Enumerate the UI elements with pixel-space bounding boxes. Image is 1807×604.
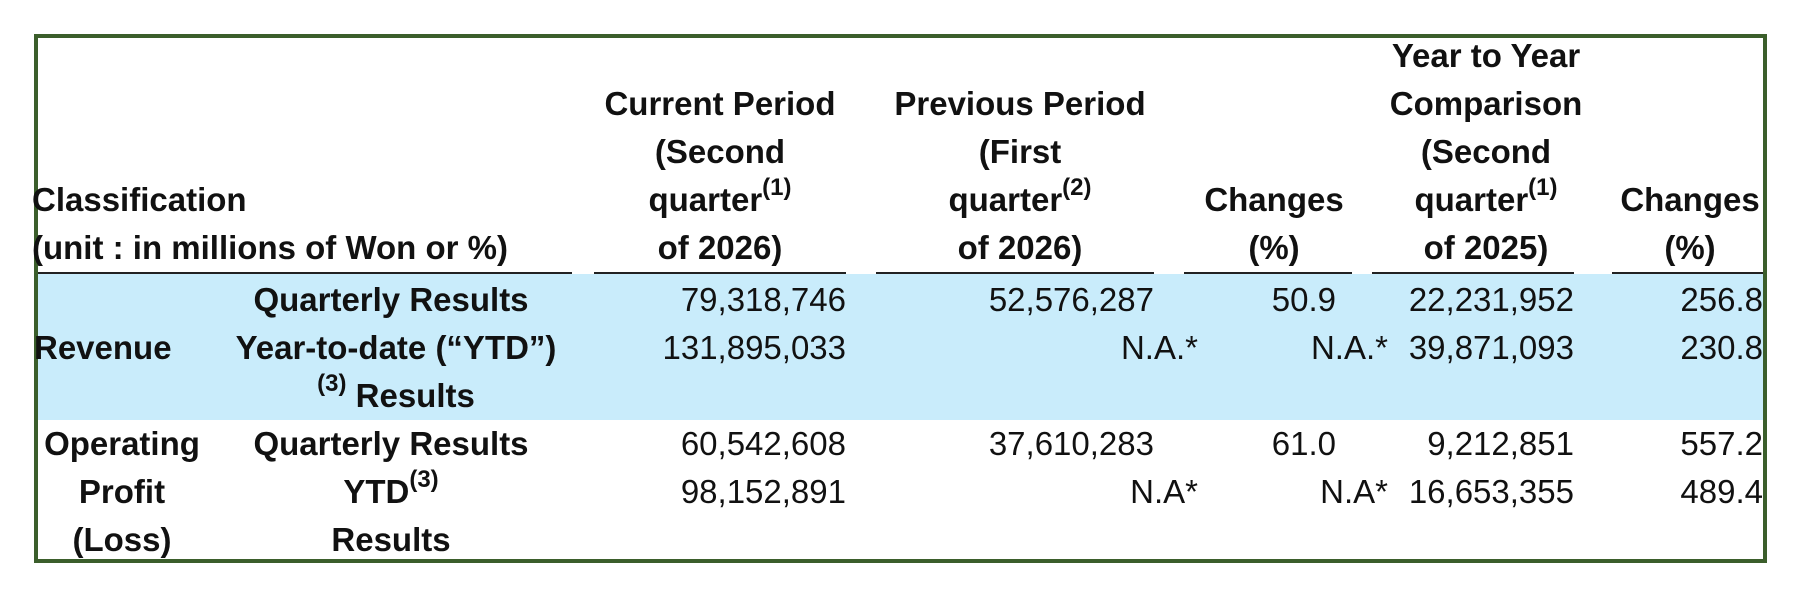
header-classification: Classification (unit : in millions of Wo…	[32, 176, 508, 272]
row-label-revenue-ytd: Year-to-date (“YTD”) (3) Results	[216, 324, 576, 420]
header-current-footnote: (1)	[762, 174, 792, 201]
header-current-line3: quarter(1)	[590, 176, 850, 224]
row-group-operating-line3: (Loss)	[72, 521, 172, 558]
row-label-operating-ytd-footnote: (3)	[409, 466, 439, 493]
header-current-line4: of 2026)	[657, 229, 783, 266]
row-label-revenue-ytd-footnote: (3)	[317, 370, 347, 397]
row-group-operating-line1: Operating	[44, 425, 200, 462]
row-label-revenue-ytd-line2: (3) Results	[216, 372, 576, 420]
row-label-operating-ytd-word: YTD	[343, 473, 410, 510]
header-previous-line3: quarter(2)	[870, 176, 1170, 224]
row-label-operating-ytd-line2: Results	[331, 521, 451, 558]
header-changes-1: Changes (%)	[1184, 176, 1364, 272]
cell-revenue-ytd-change2: 230.8	[1680, 329, 1763, 366]
header-current-quarter: quarter	[648, 181, 763, 218]
cell-revenue-ytd-change1: N.A.*	[1310, 329, 1388, 366]
header-classification-line2: (unit : in millions of Won or %)	[32, 229, 508, 266]
cell-operating-ytd-change2: 489.4	[1680, 473, 1763, 510]
row-label-operating-quarterly: Quarterly Results	[253, 425, 529, 462]
cell-operating-ytd-change1: N.A*	[1320, 473, 1388, 510]
header-yoy-quarter: quarter	[1414, 181, 1529, 218]
header-changes-2: Changes (%)	[1610, 176, 1770, 272]
header-changes-2-line1: Changes	[1620, 181, 1760, 218]
cell-revenue-ytd-previous: N.A.*	[1120, 329, 1198, 366]
revenue-band	[38, 274, 1763, 420]
cell-revenue-ytd-current: 131,895,033	[662, 329, 846, 366]
header-yoy-line5: of 2025)	[1423, 229, 1549, 266]
header-changes-1-line1: Changes	[1204, 181, 1344, 218]
row-label-revenue-quarterly: Quarterly Results	[253, 281, 529, 318]
header-previous-line2: (First	[978, 133, 1062, 170]
header-current-line2: (Second	[654, 133, 786, 170]
header-underline-yoy	[1372, 272, 1574, 274]
header-current-period: Current Period (Second quarter(1) of 202…	[590, 80, 850, 272]
header-changes-1-line2: (%)	[1248, 229, 1300, 266]
cell-revenue-quarterly-current: 79,318,746	[680, 281, 846, 318]
header-yoy-line3: (Second	[1420, 133, 1552, 170]
header-previous-line1: Previous Period	[894, 85, 1146, 122]
header-underline-current	[594, 272, 846, 274]
header-previous-footnote: (2)	[1062, 174, 1092, 201]
header-underline-classification	[38, 272, 572, 274]
header-yoy-footnote: (1)	[1528, 174, 1558, 201]
header-changes-2-line2: (%)	[1664, 229, 1716, 266]
cell-revenue-quarterly-change2: 256.8	[1680, 281, 1763, 318]
header-yoy-line1: Year to Year	[1391, 37, 1581, 74]
header-current-line1: Current Period	[604, 85, 836, 122]
header-previous-quarter: quarter	[948, 181, 1063, 218]
cell-operating-quarterly-change1: 61.0	[1271, 425, 1336, 462]
row-label-revenue-ytd-line1: Year-to-date (“YTD”)	[235, 329, 557, 366]
row-group-revenue: Revenue	[34, 329, 172, 366]
cell-operating-quarterly-yoy: 9,212,851	[1427, 425, 1574, 462]
cell-revenue-quarterly-change1: 50.9	[1271, 281, 1336, 318]
header-underline-previous	[876, 272, 1154, 274]
cell-operating-quarterly-change2: 557.2	[1680, 425, 1763, 462]
cell-revenue-quarterly-yoy: 22,231,952	[1408, 281, 1574, 318]
header-yoy-line2: Comparison	[1389, 85, 1583, 122]
cell-operating-ytd-yoy: 16,653,355	[1408, 473, 1574, 510]
header-yoy: Year to Year Comparison (Second quarter(…	[1376, 32, 1596, 272]
header-previous-line4: of 2026)	[957, 229, 1083, 266]
row-group-operating-line2: Profit	[78, 473, 166, 510]
cell-revenue-ytd-yoy: 39,871,093	[1408, 329, 1574, 366]
row-label-operating-ytd: YTD(3) Results	[216, 468, 566, 564]
table-frame	[34, 34, 1767, 563]
header-underline-changes-2	[1612, 272, 1763, 274]
cell-operating-ytd-current: 98,152,891	[680, 473, 846, 510]
row-label-operating-ytd-line1: YTD(3)	[216, 468, 566, 516]
cell-revenue-quarterly-previous: 52,576,287	[988, 281, 1154, 318]
row-group-operating-profit: Operating Profit (Loss)	[32, 420, 212, 564]
row-label-revenue-ytd-results: Results	[355, 377, 475, 414]
header-underline-changes-1	[1184, 272, 1352, 274]
cell-operating-quarterly-previous: 37,610,283	[988, 425, 1154, 462]
header-classification-line1: Classification	[32, 181, 247, 218]
cell-operating-quarterly-current: 60,542,608	[680, 425, 846, 462]
header-yoy-line4: quarter(1)	[1376, 176, 1596, 224]
header-previous-period: Previous Period (First quarter(2) of 202…	[870, 80, 1170, 272]
cell-operating-ytd-previous: N.A*	[1130, 473, 1198, 510]
results-table: Classification (unit : in millions of Wo…	[32, 37, 1763, 559]
